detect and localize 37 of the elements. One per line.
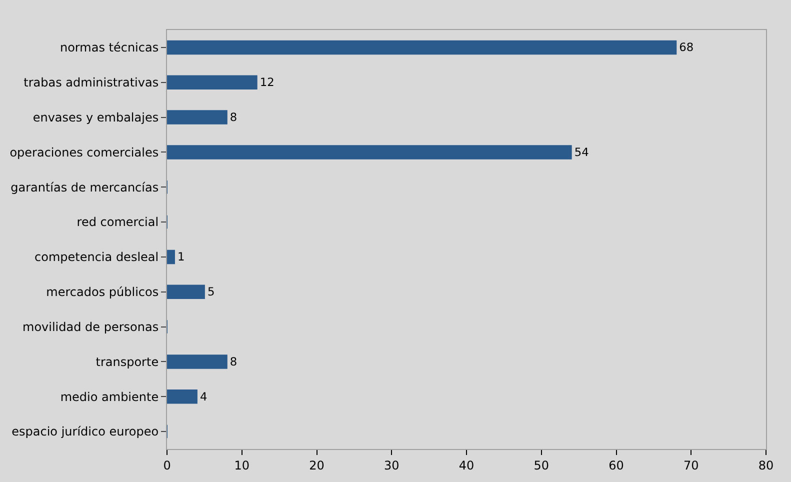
data-label: 54 [574,144,589,159]
y-tick-label: transporte [96,354,159,369]
x-tick-label: 70 [683,458,699,472]
data-label: 5 [207,284,215,299]
data-label: 68 [679,40,694,54]
data-label: 12 [260,75,274,90]
bar [167,250,175,264]
y-tick-label: operaciones comerciales [10,145,159,160]
y-tick-label: garantías de mercancías [10,180,159,194]
x-tick-label: 20 [309,458,324,472]
bar [167,110,228,124]
y-tick-label: medio ambiente [60,390,159,404]
data-label: 8 [230,110,238,124]
x-tick-label: 50 [534,458,550,472]
bar [167,40,677,55]
y-tick-label: movilidad de personas [22,320,159,334]
y-tick-label: normas técnicas [60,40,159,55]
x-tick-label: 80 [758,458,774,472]
bar [167,284,205,300]
data-label: 8 [230,354,238,368]
bar [167,145,572,160]
x-tick-label: 30 [384,458,400,472]
y-tick-label: red comercial [76,215,159,230]
y-tick-label: competencia desleal [34,250,159,264]
y-tick-label: envases y embalajes [32,110,159,124]
y-tick-label: trabas administrativas [24,76,159,90]
x-tick-label: 0 [163,458,171,472]
data-label: 4 [200,389,208,404]
bar [167,389,198,404]
bar [167,75,258,90]
y-tick-label: mercados públicos [46,285,159,300]
x-tick-label: 60 [608,458,624,472]
bar [167,354,228,369]
x-tick-label: 10 [234,458,250,472]
data-label: 1 [177,250,185,264]
x-tick-label: 40 [458,458,474,472]
y-tick-label: espacio jurídico europeo [12,424,159,439]
